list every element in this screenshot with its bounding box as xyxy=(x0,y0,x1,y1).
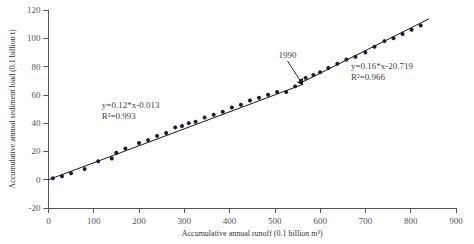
svg-text:R²=0.993: R²=0.993 xyxy=(102,111,137,121)
svg-text:900: 900 xyxy=(449,216,463,226)
svg-text:120: 120 xyxy=(27,5,41,15)
svg-text:300: 300 xyxy=(178,216,192,226)
svg-text:20: 20 xyxy=(31,146,41,156)
svg-text:200: 200 xyxy=(132,216,146,226)
svg-text:R²=0.966: R²=0.966 xyxy=(351,72,386,82)
svg-text:y=0.16*x-20.719: y=0.16*x-20.719 xyxy=(351,61,414,71)
svg-text:500: 500 xyxy=(268,216,282,226)
svg-text:800: 800 xyxy=(404,216,418,226)
svg-text:0: 0 xyxy=(36,175,41,185)
svg-text:400: 400 xyxy=(223,216,237,226)
svg-text:-20: -20 xyxy=(28,203,40,213)
svg-text:Accumulative annual sediment l: Accumulative annual sediment load (0.1 b… xyxy=(8,29,17,189)
svg-text:100: 100 xyxy=(27,33,41,43)
svg-text:40: 40 xyxy=(31,118,41,128)
svg-text:100: 100 xyxy=(87,216,101,226)
svg-text:80: 80 xyxy=(31,62,41,72)
svg-text:600: 600 xyxy=(313,216,327,226)
svg-text:0: 0 xyxy=(46,216,51,226)
svg-text:1990: 1990 xyxy=(279,50,298,60)
svg-text:700: 700 xyxy=(359,216,373,226)
svg-text:y=0.12*x-0.013: y=0.12*x-0.013 xyxy=(102,100,160,110)
svg-text:60: 60 xyxy=(31,90,41,100)
svg-text:Accumulative annual runoff (0.: Accumulative annual runoff (0.1 billion … xyxy=(182,229,323,238)
